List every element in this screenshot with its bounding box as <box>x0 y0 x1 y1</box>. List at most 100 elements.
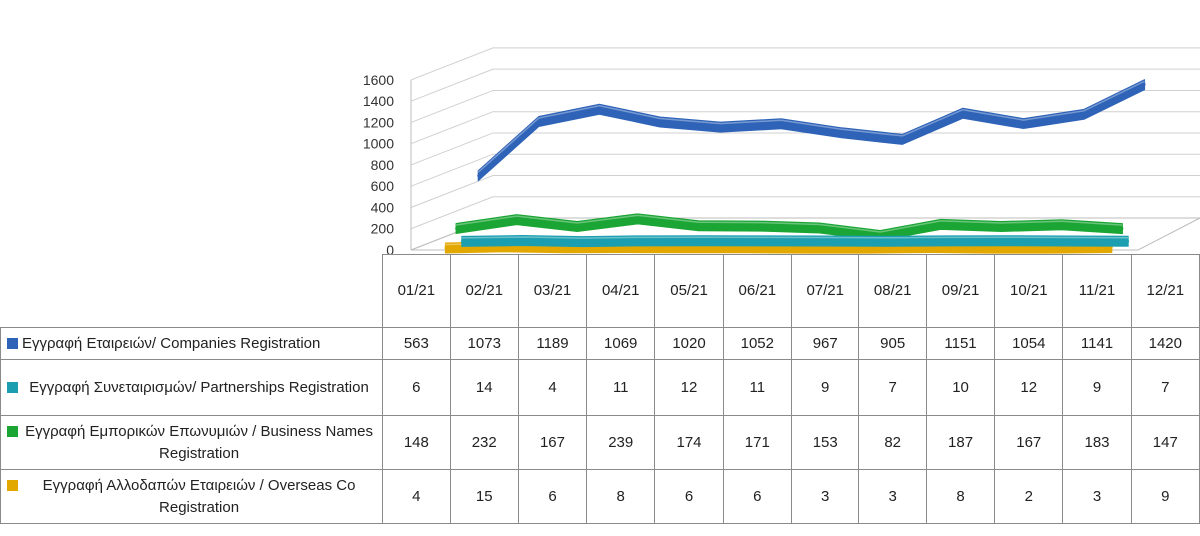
data-value: 15 <box>449 469 519 524</box>
data-point <box>840 131 843 134</box>
data-point <box>719 126 722 129</box>
y-tick-label: 1200 <box>363 114 394 130</box>
category-label: 05/21 <box>654 254 724 328</box>
data-value: 7 <box>1130 359 1200 416</box>
table-row: Εγγραφή Αλλοδαπών Εταιρειών / Overseas C… <box>0 469 1200 524</box>
data-value: 1420 <box>1130 327 1200 360</box>
gridline <box>410 132 1200 166</box>
gridline <box>410 47 1200 81</box>
data-value: 1052 <box>722 327 792 360</box>
table-row: Εγγραφή Εμπορικών Επωνυμιών / Business N… <box>0 415 1200 470</box>
data-value: 3 <box>858 469 927 524</box>
category-label: 11/21 <box>1062 254 1132 328</box>
data-value: 4 <box>382 469 451 524</box>
data-point <box>598 108 601 111</box>
data-value: 11 <box>586 359 656 416</box>
data-value: 12 <box>654 359 724 416</box>
category-label: 06/21 <box>722 254 792 328</box>
data-value: 183 <box>1062 415 1132 470</box>
data-value: 6 <box>382 359 451 416</box>
data-point <box>1083 113 1086 116</box>
data-point <box>1060 223 1063 226</box>
series-highlight <box>477 80 1145 173</box>
data-point <box>884 240 887 243</box>
data-point <box>521 239 524 242</box>
data-value: 1069 <box>586 327 656 360</box>
category-label: 10/21 <box>994 254 1064 328</box>
data-point <box>824 240 827 243</box>
data-point <box>939 223 942 226</box>
series-name-cell: Εγγραφή Εταιρειών/ Companies Registratio… <box>0 327 384 360</box>
series-lines <box>444 79 1146 254</box>
series-name-cell: Εγγραφή Αλλοδαπών Εταιρειών / Overseas C… <box>0 469 384 524</box>
data-value: 171 <box>722 415 792 470</box>
y-tick-label: 1000 <box>363 136 394 152</box>
legend-key-icon <box>7 381 18 393</box>
chart-grid <box>410 47 1200 251</box>
gridline <box>410 174 1200 208</box>
data-value: 6 <box>654 469 724 524</box>
data-value: 8 <box>925 469 996 524</box>
data-value: 12 <box>994 359 1064 416</box>
category-label: 02/21 <box>449 254 519 328</box>
data-value: 4 <box>517 359 588 416</box>
data-point <box>477 174 480 177</box>
data-point <box>636 217 639 220</box>
data-point <box>1121 227 1124 230</box>
series-ribbon <box>455 213 1123 242</box>
data-point <box>1110 246 1113 249</box>
gridline <box>410 153 1200 187</box>
data-point <box>1050 247 1053 250</box>
data-point <box>626 246 629 249</box>
data-point <box>703 239 706 242</box>
data-point <box>763 239 766 242</box>
data-point <box>460 240 463 243</box>
data-value: 1054 <box>994 327 1064 360</box>
data-point <box>1006 239 1009 242</box>
data-value: 167 <box>517 415 588 470</box>
data-value: 239 <box>586 415 656 470</box>
data-point <box>780 122 783 125</box>
data-point <box>818 226 821 229</box>
category-label: 03/21 <box>517 254 588 328</box>
data-value: 11 <box>722 359 792 416</box>
data-point <box>581 240 584 243</box>
gridline <box>410 196 1200 230</box>
series-name: Εγγραφή Εταιρειών/ Companies Registratio… <box>22 334 321 352</box>
legend-key-icon <box>7 479 18 491</box>
data-value: 1141 <box>1062 327 1132 360</box>
category-label: 07/21 <box>790 254 860 328</box>
data-value: 232 <box>449 415 519 470</box>
legend-key-icon <box>7 425 18 437</box>
data-value: 2 <box>994 469 1064 524</box>
data-value: 6 <box>722 469 792 524</box>
series-name: Εγγραφή Εμπορικών Επωνυμιών / Business N… <box>25 422 374 462</box>
data-value: 153 <box>790 415 860 470</box>
data-point <box>1022 122 1025 125</box>
data-value: 3 <box>1062 469 1132 524</box>
data-point <box>961 112 964 115</box>
y-tick-label: 0 <box>386 242 394 258</box>
data-point <box>945 239 948 242</box>
data-value: 9 <box>790 359 860 416</box>
data-point <box>929 246 932 249</box>
table-corner <box>1 255 383 328</box>
series-name: Εγγραφή Αλλοδαπών Εταιρειών / Overseas C… <box>42 476 356 516</box>
data-value: 174 <box>654 415 724 470</box>
y-tick-label: 200 <box>371 221 395 237</box>
data-point <box>901 138 904 141</box>
data-point <box>697 224 700 227</box>
y-axis-ticks: 1600 1400 1200 1000 800 600 400 200 0 <box>363 72 394 258</box>
category-label: 12/21 <box>1130 254 1200 328</box>
series-ribbon <box>477 79 1146 182</box>
data-table: 01/21 02/21 03/21 04/21 05/21 06/21 07/21 08/21… <box>0 254 1200 524</box>
data-point <box>565 246 568 249</box>
table-row: Εγγραφή Εταιρειών/ Companies Registratio… <box>0 327 1200 360</box>
series-0-line <box>477 79 1146 182</box>
data-point <box>576 225 579 228</box>
data-point <box>642 239 645 242</box>
data-point <box>1127 240 1130 243</box>
data-value: 9 <box>1130 469 1200 524</box>
series-highlight <box>455 214 1123 233</box>
series-2-line <box>455 213 1124 242</box>
